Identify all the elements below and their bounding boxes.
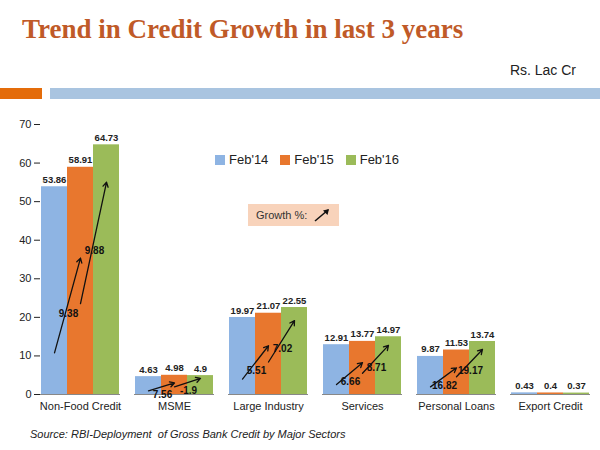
svg-text:8.71: 8.71 [367,362,387,373]
svg-text:7.56: 7.56 [153,389,173,400]
html-text:Growth %:: Growth %: [256,209,308,221]
svg-text:0.4: 0.4 [544,380,558,391]
svg-text:Services: Services [341,400,384,412]
svg-text:10: 10 [19,349,31,361]
html-text:Rs. Lac Cr: Rs. Lac Cr [509,62,576,78]
svg-text:4.63: 4.63 [139,364,158,375]
svg-text:19.97: 19.97 [231,305,255,316]
svg-text:40: 40 [19,234,31,246]
svg-text:13.77: 13.77 [351,328,375,339]
svg-text:Non-Food Credit: Non-Food Credit [40,400,121,412]
svg-text:0.37: 0.37 [567,380,586,391]
svg-text:6.66: 6.66 [341,376,361,387]
svg-text:4.98: 4.98 [165,362,184,373]
svg-text:13.74: 13.74 [471,329,495,340]
html-text:Trend in Credit Growth in last: Trend in Credit Growth in last 3 years [22,14,464,44]
svg-text:14.97: 14.97 [377,324,401,335]
svg-text:64.73: 64.73 [95,132,119,143]
html-text:Feb'15: Feb'15 [294,152,334,167]
html-text:Source: RBI-Deployment of Gros: Source: RBI-Deployment of Gross Bank Cre… [30,428,346,440]
svg-text:0: 0 [25,388,31,400]
svg-text:Personal Loans: Personal Loans [418,400,495,412]
html-text:Feb'16: Feb'16 [359,152,399,167]
svg-text:7.02: 7.02 [273,343,293,354]
svg-text:11.53: 11.53 [445,337,468,348]
svg-text:70: 70 [19,118,31,130]
svg-text:Large Industry: Large Industry [233,400,304,412]
svg-text:60: 60 [19,157,31,169]
svg-text:5.51: 5.51 [247,365,267,376]
svg-text:9.38: 9.38 [59,308,79,319]
html-text:Feb'14: Feb'14 [229,152,269,167]
svg-text:58.91: 58.91 [69,154,93,165]
svg-text:53.86: 53.86 [43,174,67,185]
svg-text:22.55: 22.55 [283,295,307,306]
svg-text:Export Credit: Export Credit [518,400,582,412]
svg-text:50: 50 [19,195,31,207]
svg-text:-1.9: -1.9 [180,385,198,396]
svg-text:19.17: 19.17 [458,365,483,376]
svg-text:MSME: MSME [158,400,191,412]
svg-text:4.9: 4.9 [194,363,207,374]
svg-text:9.87: 9.87 [421,343,440,354]
svg-text:30: 30 [19,272,31,284]
svg-text:20: 20 [19,311,31,323]
svg-text:21.07: 21.07 [257,300,281,311]
svg-text:16.82: 16.82 [432,380,457,391]
svg-text:9.88: 9.88 [85,245,105,256]
svg-text:12.91: 12.91 [325,332,349,343]
svg-text:0.43: 0.43 [515,380,534,391]
